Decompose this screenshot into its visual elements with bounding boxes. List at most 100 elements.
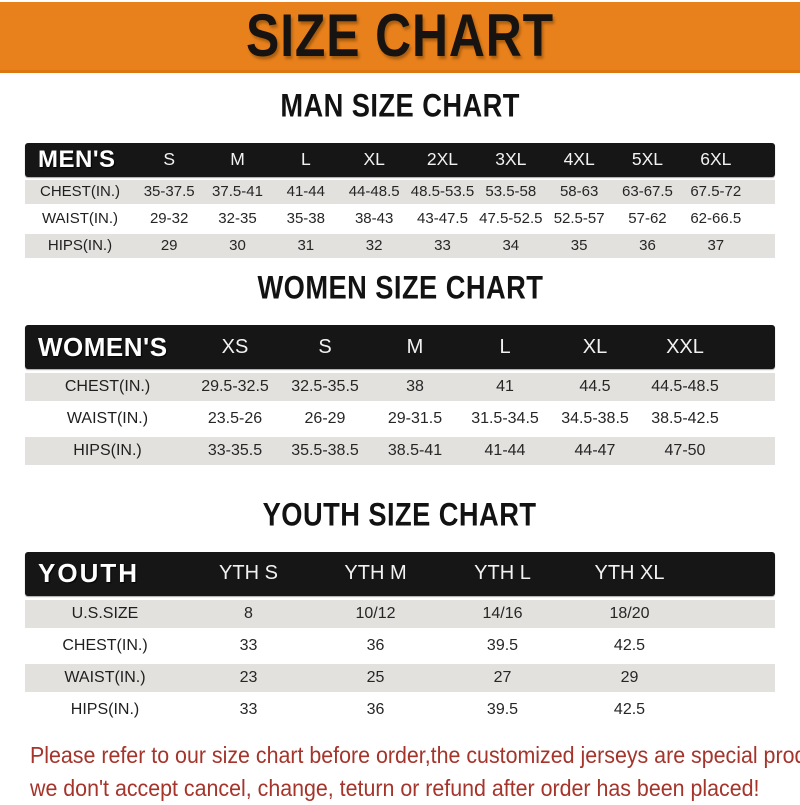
size-value-cell: 43-47.5 [417,210,468,228]
size-value-cell: 35-37.5 [143,183,195,201]
size-value-cell: 38-43 [354,210,394,228]
size-value-cell: 41-44 [484,442,526,460]
size-value-cell: 37 [707,237,725,255]
size-value-cell: 35 [570,237,588,255]
page-title: SIZE CHART [246,1,554,70]
size-value-cell: 58-63 [559,183,599,201]
size-value-cell: 36 [366,636,385,654]
size-value-cell: 27 [493,668,512,686]
size-value-cell: 38.5-42.5 [651,410,719,428]
order-policy-line2: we don't accept cancel, change, teturn o… [30,774,760,801]
size-value-cell: 32.5-35.5 [291,378,359,396]
order-policy-line1: Please refer to our size chart before or… [30,741,800,768]
size-value-cell: 32 [365,237,383,255]
youth-size-table-header: YOUTH YTH S YTH M YTH L YTH XL [25,551,775,596]
size-column-header: S [318,335,332,358]
size-value-cell: 18/20 [609,604,650,622]
man-size-table: MEN'S S M L XL 2XL 3XL 4XL 5XL 6XL CHEST(IN.) 35-… [25,142,775,258]
size-value-cell: 38.5-41 [387,442,443,460]
size-value-cell: 31 [297,237,315,255]
size-value-cell: 57-62 [628,210,667,228]
size-value-cell: 35.5-38.5 [291,442,359,460]
women-size-table-header-label: WOMEN'S [38,331,168,362]
size-value-cell: 44-48.5 [348,183,400,201]
row-label: CHEST(IN.) [62,636,148,654]
size-column-header: M [230,149,245,170]
size-column-header: 4XL [563,149,595,170]
size-value-cell: 44.5 [579,378,611,396]
size-value-cell: 41-44 [286,183,325,201]
size-value-cell: 29-32 [149,210,189,228]
size-column-header: M [406,335,424,358]
row-label: U.S.SIZE [71,604,139,622]
women-size-table: WOMEN'S XS S M L XL XXL CHEST(IN.) 29.5-32.5 32… [25,325,775,466]
man-size-chart-section: MAN SIZE CHART MEN'S S M L XL 2XL 3XL 4XL 5XL 6X… [0,87,800,258]
size-column-header: 5XL [631,149,664,170]
size-value-cell: 29 [160,237,178,255]
size-value-cell: 30 [229,237,246,255]
size-value-cell: 38 [406,378,424,396]
size-value-cell: 10/12 [355,604,396,622]
size-value-cell: 39.5 [486,700,519,718]
size-value-cell: 48.5-53.5 [410,183,475,201]
women-size-chart-section: WOMEN SIZE CHART WOMEN'S XS S M L XL XXL CHES… [0,268,800,466]
man-section-heading: MAN SIZE CHART [0,87,800,124]
size-value-cell: 23 [239,668,258,686]
size-value-cell: 8 [244,604,253,622]
man-section-heading-text: MAN SIZE CHART [280,87,520,124]
size-column-header: XS [221,335,249,358]
size-chart-banner: SIZE CHART [0,2,800,73]
size-value-cell: 29 [620,668,639,686]
women-section-heading-text: WOMEN SIZE CHART [257,268,543,306]
row-label: CHEST(IN.) [40,183,120,201]
order-policy-note: Please refer to our size chart before or… [30,739,800,805]
table-row: CHEST(IN.) 35-37.5 37.5-41 41-44 44-48.5 48.5… [25,179,775,204]
women-section-heading: WOMEN SIZE CHART [0,268,800,306]
size-value-cell: 34 [502,237,520,255]
row-label: HIPS(IN.) [70,700,140,718]
table-row: CHEST(IN.) 29.5-32.5 32.5-35.5 38 41 44.5 44.5… [25,373,775,402]
size-column-header: S [163,149,175,170]
size-value-cell: 44.5-48.5 [651,378,719,396]
row-label: WAIST(IN.) [64,668,146,686]
table-row: HIPS(IN.) 33-35.5 35.5-38.5 38.5-41 41-44 44-… [25,437,775,466]
size-value-cell: 63-67.5 [622,183,673,201]
table-row: CHEST(IN.) 33 36 39.5 42.5 [25,631,775,660]
table-row: WAIST(IN.) 23.5-26 26-29 29-31.5 31.5-34.5 34… [25,405,775,434]
size-value-cell: 41 [496,378,514,396]
size-column-header: L [300,149,311,170]
size-value-cell: 47.5-52.5 [479,210,543,228]
size-column-header: XXL [666,335,704,358]
size-value-cell: 33 [239,700,258,718]
youth-section-heading-text: YOUTH SIZE CHART [263,496,537,533]
youth-size-table: YOUTH YTH S YTH M YTH L YTH XL U.S.SIZE 8 10/… [25,551,775,724]
size-value-cell: 25 [366,668,385,686]
size-value-cell: 37.5-41 [212,183,263,201]
size-value-cell: 39.5 [486,636,519,654]
size-value-cell: 32-35 [218,210,257,228]
man-size-table-header-label: MEN'S [38,145,116,173]
size-value-cell: 35-38 [286,210,325,228]
size-value-cell: 42.5 [613,636,646,654]
row-label: HIPS(IN.) [73,442,142,460]
size-value-cell: 44-47 [574,442,616,460]
size-column-header: YTH XL [594,562,665,585]
youth-section-heading: YOUTH SIZE CHART [0,496,800,533]
size-value-cell: 36 [366,700,385,718]
size-value-cell: 52.5-57 [553,210,605,228]
size-value-cell: 34.5-38.5 [561,410,629,428]
row-label: WAIST(IN.) [41,210,119,228]
youth-size-table-header-label: YOUTH [38,558,139,589]
row-label: CHEST(IN.) [64,378,151,396]
women-size-table-header: WOMEN'S XS S M L XL XXL [25,325,775,370]
size-value-cell: 53.5-58 [485,183,537,201]
row-label: WAIST(IN.) [66,410,149,428]
size-value-cell: 33 [239,636,258,654]
size-value-cell: 62-66.5 [690,210,742,228]
size-value-cell: 33 [434,237,451,255]
youth-size-chart-section: YOUTH SIZE CHART YOUTH YTH S YTH M YTH L YT… [0,496,800,724]
size-column-header: YTH L [474,562,531,585]
size-value-cell: 14/16 [482,604,523,622]
table-row: WAIST(IN.) 29-32 32-35 35-38 38-43 43-47.5 47.… [25,206,775,231]
size-column-header: XL [363,149,385,170]
